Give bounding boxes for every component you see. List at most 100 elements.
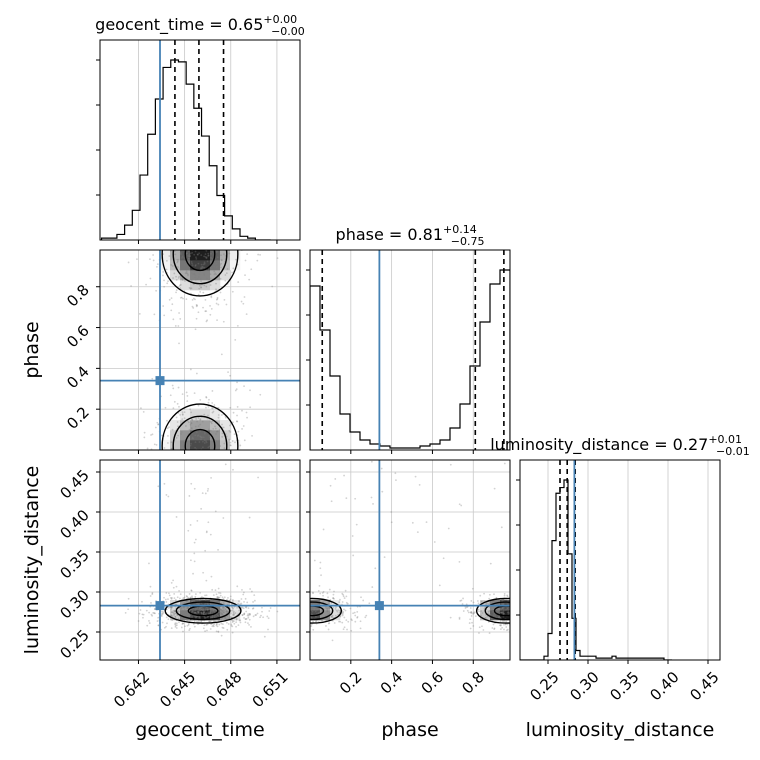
scatter-point (174, 622, 177, 624)
scatter-point (304, 600, 306, 602)
scatter-point (320, 619, 323, 622)
scatter-point (216, 596, 219, 598)
scatter-point (215, 433, 217, 435)
scatter-point (166, 622, 168, 625)
scatter-point (209, 207, 211, 209)
scatter-point (187, 622, 190, 625)
scatter-point (145, 206, 147, 208)
scatter-point (203, 413, 206, 416)
scatter-point (334, 608, 337, 610)
scatter-point (210, 469, 212, 471)
scatter-point (201, 265, 204, 268)
scatter-point (195, 256, 197, 259)
scatter-point (345, 595, 348, 598)
scatter-point (256, 259, 259, 262)
scatter-point (295, 617, 297, 619)
scatter-point (146, 624, 149, 627)
scatter-point (483, 592, 485, 595)
scatter-point (192, 462, 194, 464)
scatter-point (195, 431, 198, 434)
scatter-point (171, 465, 173, 467)
scatter-point (235, 225, 237, 227)
scatter-point (199, 419, 202, 421)
scatter-point (336, 610, 339, 613)
scatter-point (199, 607, 202, 610)
scatter-point (326, 610, 329, 612)
scatter-point (247, 622, 249, 624)
scatter-point (197, 611, 199, 614)
scatter-point (188, 233, 190, 235)
scatter-point (288, 614, 290, 616)
scatter-point (237, 602, 239, 605)
scatter-point (531, 607, 533, 609)
scatter-point (259, 393, 262, 396)
scatter-point (192, 610, 195, 612)
scatter-point (343, 597, 346, 599)
density-cell (220, 270, 231, 281)
scatter-point (210, 422, 213, 425)
scatter-point (523, 617, 525, 619)
scatter-point (227, 453, 229, 455)
scatter-point (241, 588, 243, 591)
scatter-point (211, 221, 213, 223)
scatter-point (172, 612, 175, 614)
scatter-point (218, 439, 221, 442)
scatter-point (527, 620, 529, 622)
scatter-point (197, 602, 200, 605)
scatter-point (478, 632, 480, 634)
scatter-point (190, 482, 193, 485)
scatter-point (174, 616, 177, 619)
scatter-point (191, 474, 193, 476)
scatter-point (514, 605, 516, 607)
density-cell (210, 430, 221, 441)
scatter-point (222, 611, 225, 614)
panel-hist-geocent_time: geocent_time = 0.65+0.00 −0.00 (95, 13, 305, 244)
scatter-point (326, 592, 329, 595)
scatter-point (182, 630, 184, 633)
scatter-point (191, 600, 193, 603)
scatter-point (523, 592, 525, 594)
scatter-point (241, 614, 244, 617)
scatter-point (506, 628, 509, 631)
scatter-point (501, 620, 504, 623)
scatter-point (494, 615, 497, 617)
scatter-point (247, 607, 250, 610)
density-cell (230, 440, 241, 450)
scatter-point (530, 604, 532, 606)
scatter-point (237, 430, 240, 433)
panel-content (288, 460, 542, 660)
scatter-point (207, 252, 210, 255)
scatter-point (224, 254, 227, 257)
scatter-point (153, 235, 155, 237)
scatter-point (458, 560, 461, 563)
scatter-point (189, 368, 192, 371)
scatter-point (214, 614, 217, 617)
scatter-point (186, 606, 189, 609)
scatter-point (488, 601, 491, 604)
scatter-point (219, 613, 221, 616)
scatter-point (220, 353, 223, 356)
density-cell (200, 260, 211, 271)
scatter-point (187, 257, 190, 260)
scatter-point (328, 602, 330, 604)
scatter-point (529, 616, 531, 618)
scatter-point (201, 206, 203, 208)
scatter-point (231, 609, 234, 612)
scatter-point (303, 600, 305, 602)
scatter-point (470, 611, 473, 613)
scatter-point (313, 608, 316, 611)
scatter-point (197, 241, 199, 243)
scatter-point (540, 603, 542, 605)
scatter-point (220, 613, 223, 615)
scatter-point (193, 611, 195, 614)
scatter-point (294, 621, 296, 623)
scatter-point (243, 385, 245, 388)
scatter-point (209, 607, 211, 610)
scatter-point (295, 596, 297, 598)
scatter-point (194, 446, 196, 449)
scatter-point (204, 256, 207, 258)
scatter-point (244, 227, 246, 229)
scatter-point (200, 438, 202, 441)
scatter-point (172, 579, 175, 582)
tick-label-y: 0.6 (63, 322, 93, 352)
